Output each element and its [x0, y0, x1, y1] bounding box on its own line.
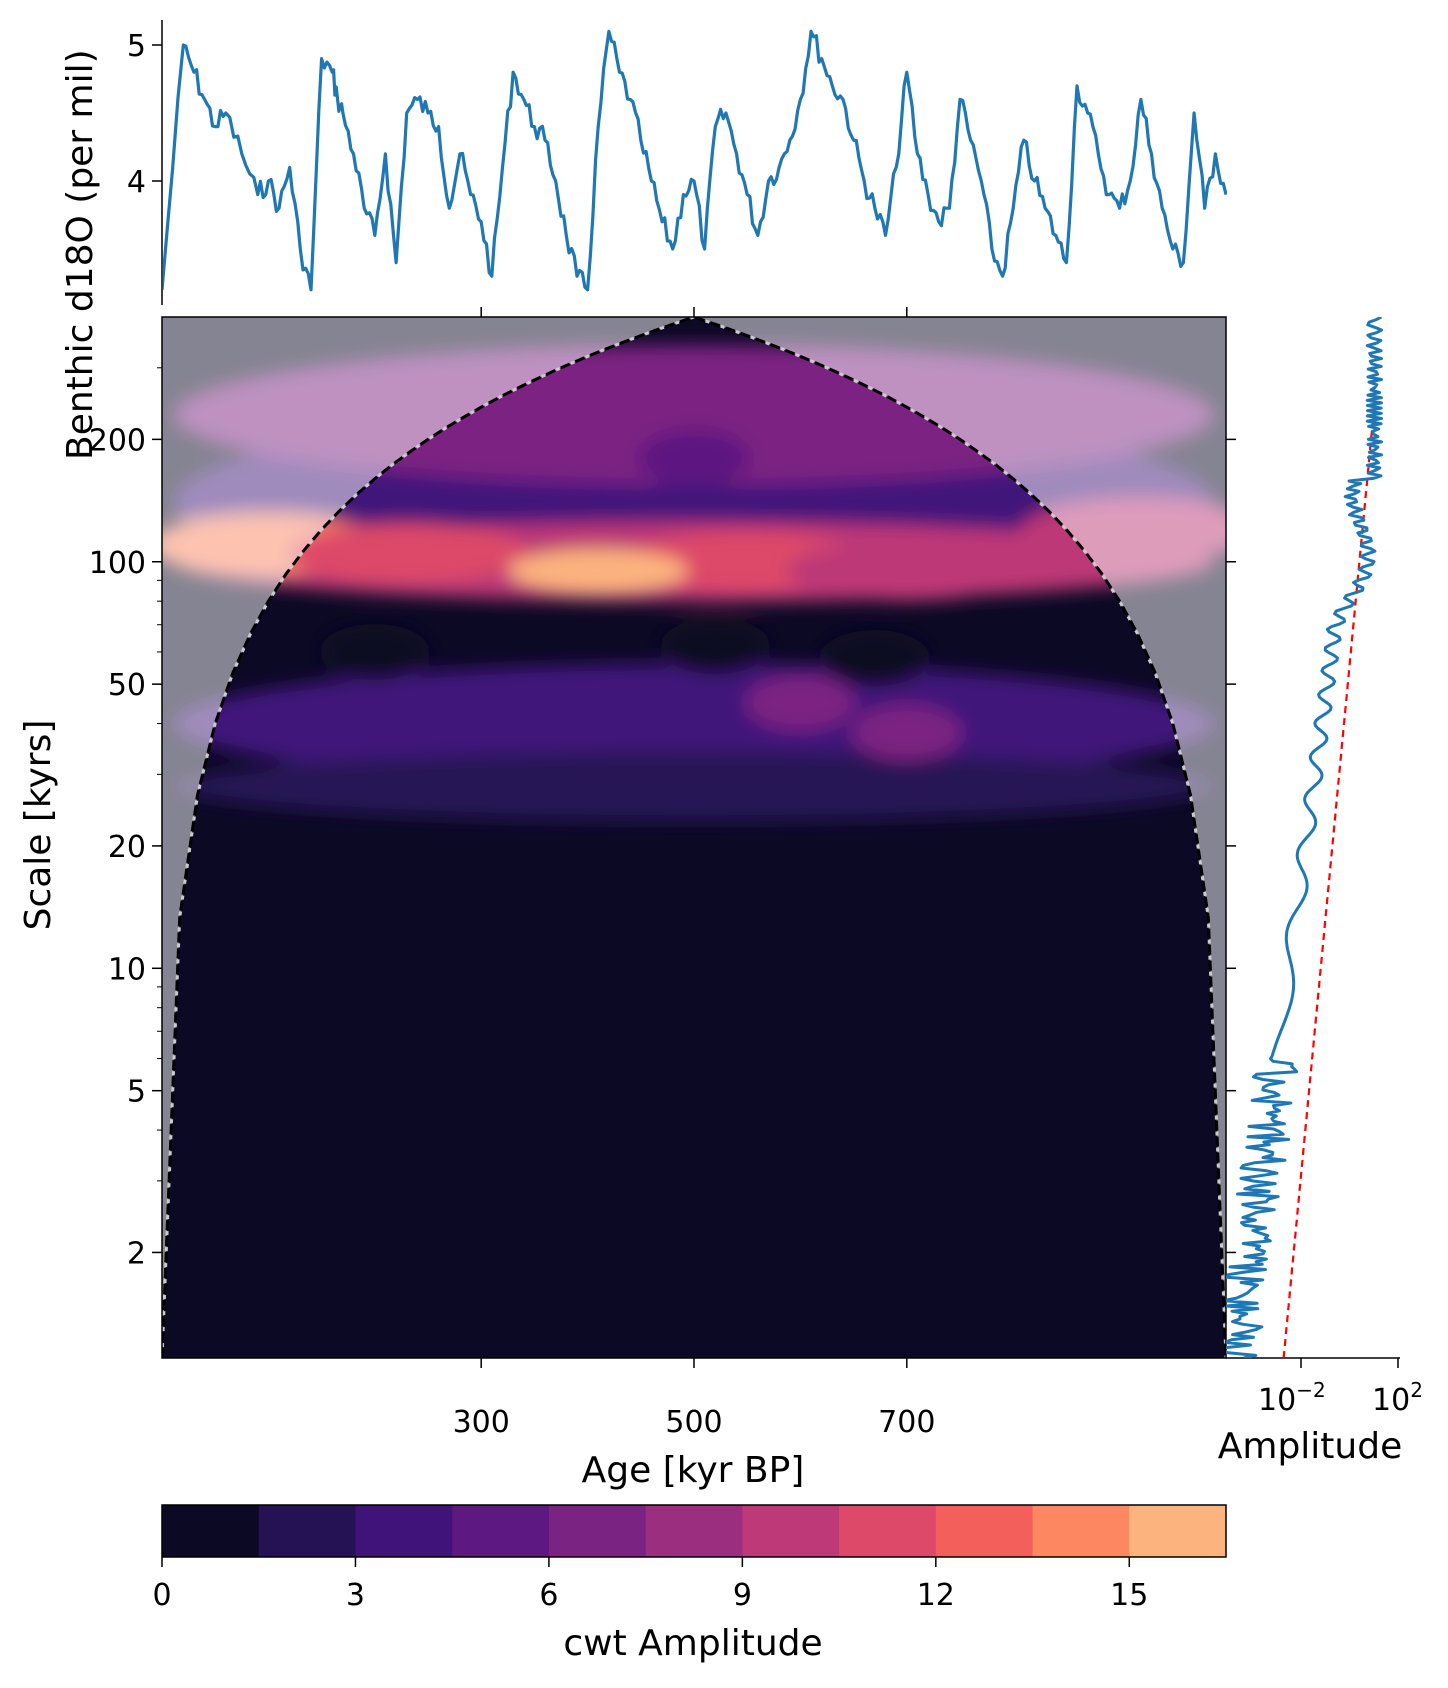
- colorbar-label: cwt Amplitude: [563, 1623, 822, 1664]
- spectrum-tick-label-1e2: 102: [1372, 1378, 1423, 1418]
- colorbar: 0 3 6 9 12 15 cwt Amplitude: [152, 1504, 1227, 1664]
- scalogram-y-tick-label: 20: [108, 830, 146, 865]
- timeseries-line: [163, 29, 1227, 292]
- timeseries-y-tick-label: 4: [127, 165, 146, 200]
- timeseries-panel: 45 Benthic d18O (per mil): [60, 20, 1227, 460]
- scalogram-feature: [639, 429, 749, 486]
- timeseries-y-tick-label: 5: [127, 29, 146, 64]
- colorbar-cell: [548, 1505, 647, 1557]
- timeseries-ylabel: Benthic d18O (per mil): [60, 49, 101, 460]
- scalogram-feature: [819, 629, 930, 686]
- colorbar-cell: [742, 1505, 840, 1557]
- scalogram-feature: [745, 674, 856, 731]
- colorbar-cell: [452, 1505, 550, 1557]
- scalogram-panel: 2 5 10 20 50 100 200 300 500 700 Scale [kyrs] Ag…: [18, 307, 1236, 1491]
- spectrum-tick-label-1e-2: 10−2: [1258, 1378, 1326, 1418]
- scalogram-y-ticks: 2 5 10 20 50 100 200: [89, 367, 1236, 1271]
- colorbar-tick-label: 3: [346, 1578, 365, 1613]
- scalogram-xlabel: Age [kyr BP]: [582, 1450, 805, 1491]
- spectrum-reference-line: [1282, 400, 1376, 1358]
- colorbar-cell: [162, 1505, 260, 1557]
- spectrum-amplitude-line: [1226, 317, 1383, 1358]
- timeseries-y-ticks: 45: [127, 29, 162, 200]
- scalogram-feature: [286, 523, 527, 584]
- colorbar-cell: [839, 1505, 937, 1557]
- scalogram-y-tick-label: 2: [127, 1236, 146, 1271]
- scalogram-y-tick-label: 50: [108, 668, 146, 703]
- colorbar-frame: [161, 1504, 1227, 1558]
- colorbar-ticks: 0 3 6 9 12 15: [152, 1557, 1148, 1613]
- scalogram-x-tick-label: 500: [665, 1405, 722, 1440]
- colorbar-cell: [355, 1505, 453, 1557]
- colorbar-tick-label: 9: [733, 1578, 752, 1613]
- scalogram-y-tick-label: 10: [108, 952, 146, 987]
- colorbar-cell: [935, 1505, 1034, 1557]
- colorbar-tick-label: 0: [152, 1578, 171, 1613]
- spectrum-xlabel: Amplitude: [1218, 1426, 1402, 1467]
- colorbar-cell: [1032, 1505, 1130, 1557]
- colorbar-tick-label: 12: [917, 1578, 955, 1613]
- scalogram-x-tick-label: 700: [878, 1405, 935, 1440]
- scalogram-ylabel: Scale [kyrs]: [18, 720, 59, 931]
- scalogram-feature: [851, 704, 962, 761]
- scalogram-y-tick-label: 100: [89, 546, 146, 581]
- colorbar-tick-label: 15: [1110, 1578, 1148, 1613]
- colorbar-tick-label: 6: [539, 1578, 558, 1613]
- scalogram-y-tick-label: 5: [127, 1075, 146, 1110]
- scalogram-y-tick-label: 200: [89, 423, 146, 458]
- cone-of-influence-shade: [162, 317, 1226, 1358]
- scalogram-x-tick-label: 300: [453, 1405, 510, 1440]
- scalogram-feature: [319, 623, 430, 680]
- scalogram-band: [174, 751, 1214, 822]
- colorbar-cell: [645, 1505, 743, 1557]
- scalogram-x-ticks: 300 500 700: [453, 307, 935, 1440]
- cone-of-influence-boundary: [162, 317, 1226, 1358]
- scalogram-feature: [660, 618, 771, 675]
- scalogram-peak-core: [543, 556, 654, 585]
- colorbar-cell: [1129, 1505, 1227, 1557]
- scalogram-band: [174, 663, 1214, 784]
- scalogram-feature: [786, 540, 1027, 601]
- spectrum-panel: 10−2 102 Amplitude: [1218, 317, 1423, 1467]
- colorbar-cell: [258, 1505, 356, 1557]
